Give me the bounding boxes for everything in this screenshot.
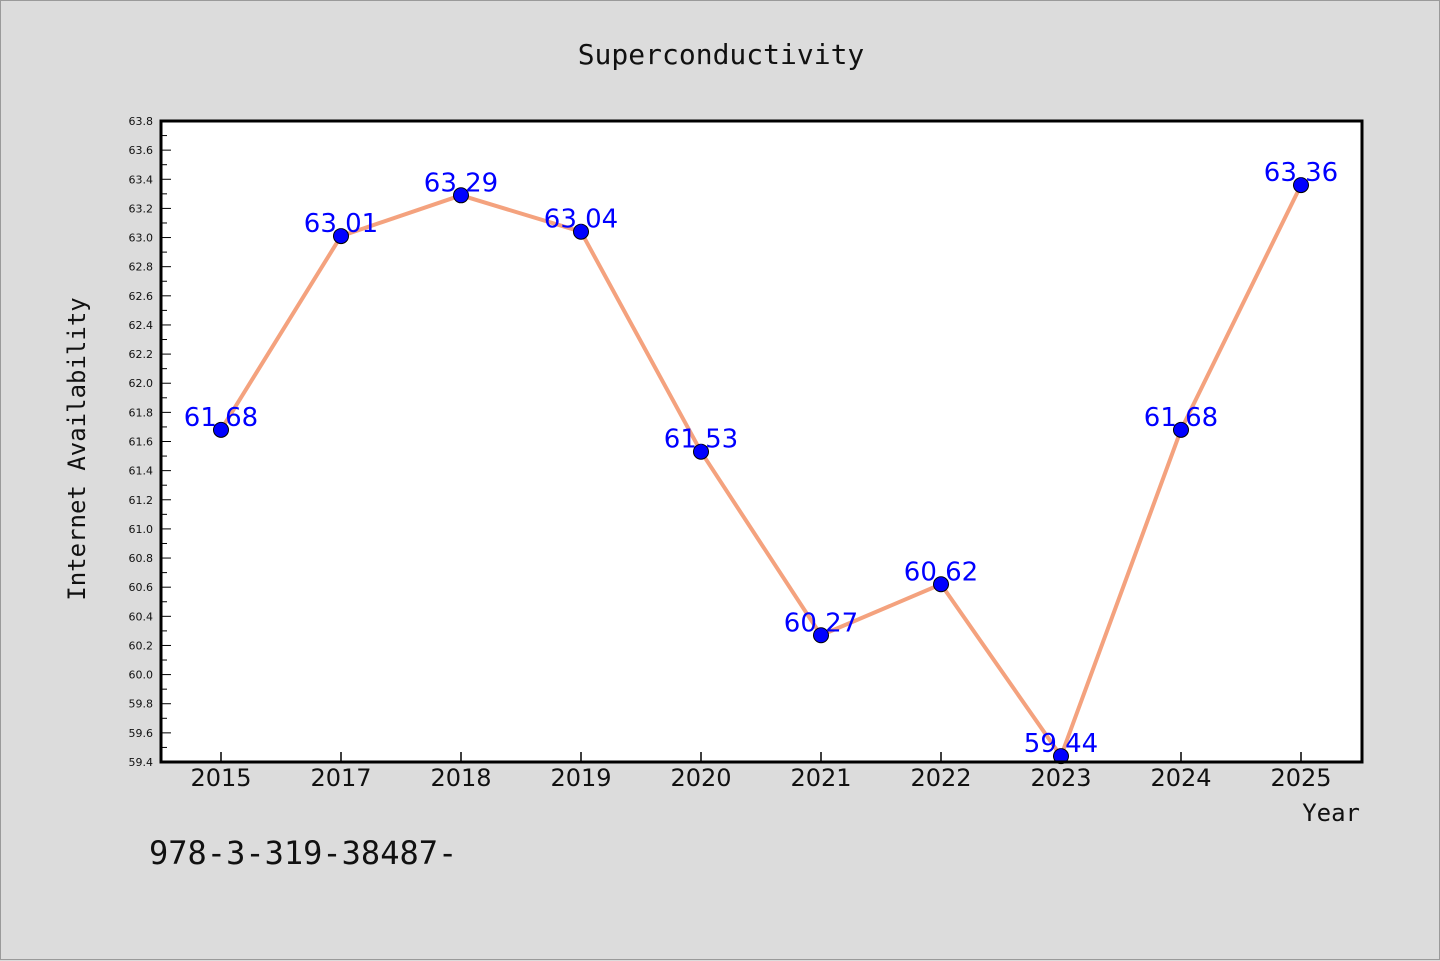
- data-label: 63.04: [544, 205, 618, 235]
- data-point: [333, 228, 349, 245]
- data-labels: 61.68 63.01 63.29 63.04 61.53 60.27 60.62 59.44…: [184, 158, 1338, 759]
- y-tick-label: 63.0: [129, 232, 154, 245]
- y-tick-label: 61.4: [129, 465, 154, 478]
- x-axis-label: Year: [1302, 799, 1360, 827]
- y-tick-label: 62.8: [129, 261, 154, 274]
- x-tick-label: 2020: [670, 764, 731, 792]
- x-tick-label: 2017: [310, 764, 371, 792]
- data-point: [1173, 421, 1189, 438]
- data-label: 59.44: [1024, 729, 1098, 759]
- x-tick-label: 2025: [1270, 764, 1331, 792]
- footnote-text: 978-3-319-38487-: [149, 834, 457, 872]
- data-label: 61.53: [664, 425, 738, 455]
- chart-title: Superconductivity: [578, 38, 865, 71]
- data-point: [213, 421, 229, 438]
- data-label: 63.29: [424, 168, 498, 198]
- data-label: 63.36: [1264, 158, 1338, 188]
- data-label: 60.27: [784, 608, 858, 638]
- data-point: [1053, 748, 1069, 765]
- x-tick-label: 2021: [790, 764, 851, 792]
- y-tick-label: 60.4: [129, 610, 154, 623]
- y-tick-label: 61.2: [129, 494, 154, 507]
- y-axis-label: Internet Availability: [63, 297, 91, 600]
- data-point: [1293, 177, 1309, 194]
- plot-frame: [159, 119, 1364, 764]
- x-tick-label: 2023: [1030, 764, 1091, 792]
- x-tick-label: 2015: [190, 764, 251, 792]
- y-tick-label: 59.6: [129, 727, 154, 740]
- x-axis-ticks: 2015 2017 2018 2019 2020 2021 2022 2023 2024 2025: [190, 752, 1332, 792]
- y-axis-ticks: 59.4 59.6 59.8 60.0 60.2 60.4 60.6 60.8 61.0 61.2…: [129, 115, 171, 769]
- series-line: [219, 184, 1303, 759]
- data-label: 60.62: [904, 557, 978, 587]
- y-tick-label: 63.8: [129, 115, 154, 128]
- data-label: 61.68: [1144, 403, 1218, 433]
- y-tick-label: 59.8: [129, 698, 154, 711]
- y-tick-label: 61.6: [129, 436, 154, 449]
- y-tick-label: 62.4: [129, 319, 154, 332]
- x-tick-label: 2018: [430, 764, 491, 792]
- data-point: [813, 627, 829, 644]
- data-markers: [213, 177, 1309, 765]
- y-tick-label: 63.6: [129, 144, 154, 157]
- y-tick-label: 60.6: [129, 581, 154, 594]
- x-tick-label: 2024: [1150, 764, 1211, 792]
- y-tick-label: 63.4: [129, 173, 154, 186]
- data-point: [693, 443, 709, 460]
- y-tick-label: 61.8: [129, 406, 154, 419]
- x-tick-label: 2019: [550, 764, 611, 792]
- data-point: [453, 187, 469, 204]
- y-tick-label: 60.2: [129, 639, 154, 652]
- data-point: [573, 223, 589, 240]
- y-tick-label: 61.0: [129, 523, 154, 536]
- y-tick-label: 60.8: [129, 552, 154, 565]
- y-tick-label: 62.2: [129, 348, 154, 361]
- y-tick-label: 62.6: [129, 290, 154, 303]
- y-tick-label: 62.0: [129, 377, 154, 390]
- data-label: 61.68: [184, 403, 258, 433]
- y-tick-label: 60.0: [129, 669, 154, 682]
- x-tick-label: 2022: [910, 764, 971, 792]
- data-label: 63.01: [304, 209, 378, 239]
- data-point: [933, 576, 949, 593]
- y-tick-label: 59.4: [129, 756, 154, 769]
- y-tick-label: 63.2: [129, 202, 154, 215]
